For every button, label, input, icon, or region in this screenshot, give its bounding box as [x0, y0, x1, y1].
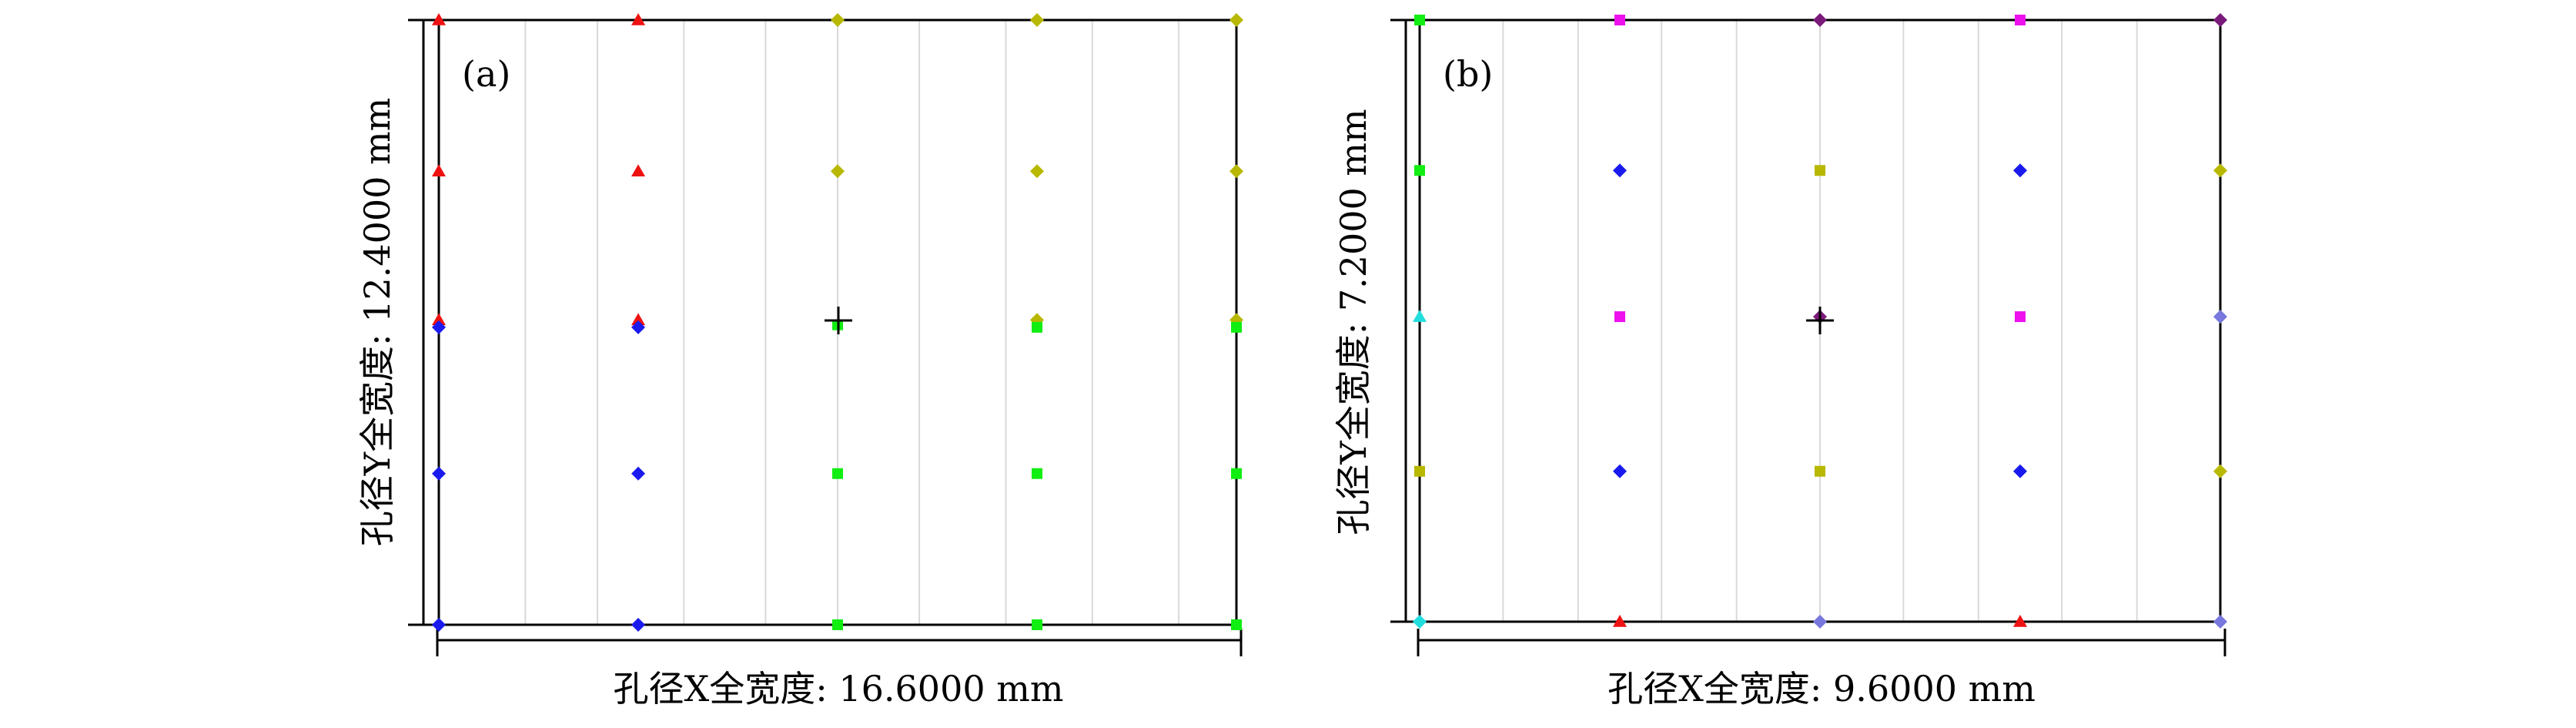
panel-a-data-point-21	[832, 468, 843, 479]
panel-a-data-point-7	[831, 164, 845, 179]
panel-a-data-point-23	[1231, 468, 1242, 479]
panel-b-data-point-13	[2015, 311, 2026, 323]
panel-b-y-axis-title: 孔径Y全宽度: 7.2000 mm	[1333, 109, 1374, 535]
panel-b-data-point-23	[2013, 615, 2027, 627]
panel-a-data-point-0	[432, 13, 446, 25]
panel-b-data-point-18	[2013, 464, 2027, 478]
panel-a-data-point-1	[631, 13, 645, 25]
panel-a-grid	[524, 20, 1180, 625]
panel-a: (a) 孔径X全宽度: 16.6000 mm 孔径Y全宽度: 12.4000 m…	[356, 13, 1243, 710]
panel-a-data-point-19	[432, 466, 446, 481]
panel-a-data-point-8	[1030, 164, 1044, 179]
panel-a-data-point-26	[832, 619, 843, 630]
panel-a-data-point-12	[631, 313, 645, 326]
panel-a-data-point-22	[1032, 468, 1042, 479]
panel-b-data-point-20	[1413, 615, 1427, 629]
panel-b-data-point-24	[2213, 615, 2227, 629]
panel-b-data-point-1	[1614, 15, 1625, 25]
panel-b-data-point-5	[1414, 165, 1425, 176]
panel-a-center-crosshair	[825, 307, 852, 334]
panel-b-data-point-15	[1414, 465, 1425, 477]
panel-b-data-point-4	[2213, 13, 2227, 27]
panel-b-data-point-9	[2213, 163, 2227, 178]
panel-a-data-point-20	[631, 466, 645, 481]
panel-b-center-crosshair	[1806, 307, 1834, 334]
panel-b-x-axis-title: 孔径X全宽度: 9.6000 mm	[1607, 668, 2036, 710]
panel-a-data-point-25	[631, 618, 645, 632]
panel-b-points	[1413, 13, 2227, 629]
panel-a-data-point-9	[1229, 164, 1243, 179]
panel-a-y-axis-title: 孔径Y全宽度: 12.4000 mm	[356, 98, 398, 547]
panel-b: (b) 孔径X全宽度: 9.6000 mm 孔径Y全宽度: 7.2000 mm	[1333, 13, 2227, 710]
panel-b-grid	[1502, 20, 2138, 622]
panel-a-data-point-11	[432, 320, 446, 334]
panel-a-data-point-10	[432, 313, 446, 326]
panel-b-data-point-17	[1815, 465, 1825, 477]
panel-b-data-point-21	[1613, 615, 1627, 627]
panel-b-data-point-2	[1813, 13, 1827, 27]
panel-a-data-point-16	[1032, 321, 1042, 333]
panel-b-data-point-11	[1614, 311, 1625, 323]
panel-b-data-point-10	[1413, 310, 1427, 322]
panel-b-data-point-7	[1815, 165, 1825, 176]
panel-a-data-point-5	[432, 164, 446, 176]
panel-a-x-axis-title: 孔径X全宽度: 16.6000 mm	[614, 668, 1064, 710]
panel-a-data-point-24	[432, 618, 446, 632]
panel-b-data-point-8	[2013, 163, 2027, 178]
panel-b-data-point-16	[1613, 464, 1627, 478]
panel-b-data-point-14	[2213, 310, 2227, 324]
panel-a-points	[432, 13, 1243, 632]
panel-a-data-point-13	[631, 320, 645, 334]
panel-b-data-point-19	[2213, 464, 2227, 478]
panel-b-label: (b)	[1443, 53, 1493, 95]
panel-a-data-point-18	[1231, 321, 1242, 333]
panel-a-data-point-2	[831, 13, 845, 27]
panel-b-data-point-22	[1813, 615, 1827, 629]
panel-a-data-point-4	[1229, 13, 1243, 27]
panel-b-data-point-3	[2015, 15, 2026, 25]
panel-a-label: (a)	[462, 53, 510, 95]
panel-b-data-point-6	[1613, 163, 1627, 178]
panel-a-data-point-6	[631, 164, 645, 176]
panel-a-data-point-28	[1231, 619, 1242, 630]
panel-b-data-point-0	[1414, 15, 1425, 25]
panel-a-data-point-3	[1030, 13, 1044, 27]
panel-a-data-point-27	[1032, 619, 1042, 630]
